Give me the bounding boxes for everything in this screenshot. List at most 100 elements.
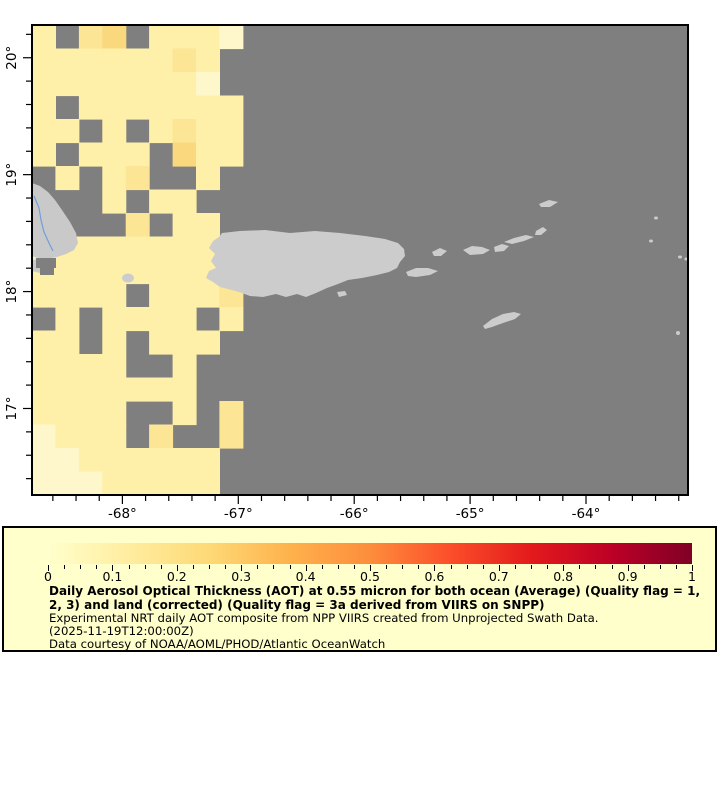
aot-grid-cell [172, 260, 197, 285]
aot-grid-cell [125, 307, 150, 332]
aot-grid-cell [78, 260, 103, 285]
land-anegada [539, 200, 558, 207]
colorbar-major-tick [692, 565, 693, 571]
colorbar-minor-tick [257, 565, 259, 569]
aot-grid-cell [172, 25, 197, 50]
aot-grid-cell [78, 401, 103, 426]
aot-grid-cell [32, 72, 56, 97]
colorbar-tick-label: 0.6 [424, 569, 445, 584]
map-area: 20° 19° 18° 17° -68° -67° -66° -65° -64° [4, 24, 689, 522]
colorbar-minor-tick [482, 565, 484, 569]
colorbar-major-tick [563, 565, 565, 571]
aot-grid-cell [172, 354, 197, 379]
aot-grid-cell [78, 377, 103, 402]
colorbar-minor-tick [402, 565, 404, 569]
legend-captions: Daily Aerosol Optical Thickness (AOT) at… [49, 584, 705, 651]
lat-tick-label: 19° [4, 163, 20, 187]
aot-grid-cell [102, 48, 127, 73]
lon-tick-label: -66° [340, 506, 369, 522]
land-virgin-gorda [535, 227, 547, 235]
aot-grid-cell [196, 95, 220, 120]
aot-grid-cell [125, 166, 150, 191]
legend-box: 0 0.1 0.2 0.3 0.4 0.5 0.6 0.7 0.8 0.9 1 Daily Aero… [2, 526, 717, 652]
aot-grid-cell [172, 72, 197, 97]
aot-grid-cell [55, 260, 80, 285]
aot-grid-cell [149, 448, 174, 473]
aot-grid-cell [172, 283, 197, 308]
lon-tick-label: -67° [224, 506, 253, 522]
aot-grid-cell [196, 166, 220, 191]
aot-grid-cell [32, 377, 56, 402]
aot-grid-cell [32, 48, 56, 73]
aot-grid-cell [55, 283, 80, 308]
aot-grid-cell [149, 307, 174, 332]
aot-grid-cell [172, 48, 197, 73]
aot-grid-cell [172, 95, 197, 120]
aot-grid-cell [78, 354, 103, 379]
aot-grid-cell [196, 471, 220, 496]
land-st-croix [483, 312, 521, 329]
colorbar-major-tick [48, 565, 49, 571]
colorbar-minor-tick [611, 565, 613, 569]
aot-grid-cell [32, 283, 56, 308]
aot-grid-cell [102, 72, 127, 97]
aot-grid-cell [55, 119, 80, 144]
caption-source-line: Experimental NRT daily AOT composite fro… [49, 611, 599, 625]
colorbar-minor-tick [289, 565, 291, 569]
aot-grid-cell [78, 471, 103, 496]
aot-grid-cell [149, 471, 174, 496]
colorbar-minor-tick [418, 565, 420, 569]
colorbar-minor-tick [659, 565, 661, 569]
colorbar-tick-label: 0.8 [553, 569, 574, 584]
colorbar-minor-tick [209, 565, 210, 569]
aot-grid-cell [78, 48, 103, 73]
aot-grid-cell [149, 283, 174, 308]
aot-grid-cell [125, 377, 150, 402]
colorbar-minor-tick [531, 565, 532, 569]
land-islet-3 [684, 257, 688, 261]
caption-courtesy: Data courtesy of NOAA/AOML/PHOD/Atlantic… [49, 636, 386, 651]
aot-grid-cell [32, 95, 56, 120]
aot-grid-cell [55, 330, 80, 355]
aot-grid-cell [125, 236, 150, 261]
aot-grid-cell [78, 142, 103, 167]
aot-grid-cell [55, 471, 80, 496]
aot-grid-cell [125, 142, 150, 167]
colorbar-tick-label: 0.5 [360, 569, 380, 584]
aot-grid-cell [78, 236, 103, 261]
aot-grid-cell [149, 330, 174, 355]
colorbar-minor-tick [321, 565, 323, 569]
land-tortola [504, 235, 534, 244]
aot-grid-cell [172, 213, 197, 238]
aot-grid-cell [102, 95, 127, 120]
aot-grid-cell [102, 260, 127, 285]
colorbar-minor-tick [595, 565, 597, 569]
land-islet-1 [654, 216, 658, 220]
aot-grid-cell [55, 377, 80, 402]
colorbar-major-tick [241, 565, 243, 571]
aot-grid-cell [32, 471, 56, 496]
aot-grid-cell [102, 119, 127, 144]
aot-grid-cell [32, 119, 56, 144]
colorbar-minor-tick [64, 565, 66, 569]
aot-grid-cell [172, 448, 197, 473]
aot-grid-cell [102, 189, 127, 214]
colorbar-minor-tick [144, 565, 146, 569]
colorbar [48, 543, 692, 564]
colorbar-major-tick [370, 565, 371, 571]
lon-tick-label: -65° [456, 506, 485, 522]
aot-grid-cell [125, 471, 150, 496]
aot-grid-cell [196, 448, 220, 473]
nodata-land-cell [40, 268, 54, 275]
colorbar-tick-label: 0.9 [617, 569, 638, 584]
colorbar-major-tick [112, 565, 114, 571]
nodata-land-cell [36, 258, 56, 268]
colorbar-tick-label: 0 [44, 569, 52, 584]
aot-grid-cell [125, 72, 150, 97]
lat-tick-label: 18° [4, 280, 20, 304]
aot-grid-cell [149, 95, 174, 120]
aot-grid-cell [102, 401, 127, 426]
aot-grid-cell [102, 283, 127, 308]
aot-grid-cell [55, 448, 80, 473]
